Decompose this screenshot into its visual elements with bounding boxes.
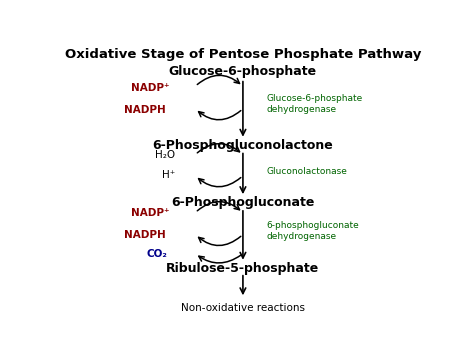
Text: NADPH: NADPH	[124, 105, 166, 115]
Text: H⁺: H⁺	[162, 170, 175, 180]
Text: H₂O: H₂O	[155, 150, 175, 160]
Text: NADP⁺: NADP⁺	[131, 83, 169, 93]
Text: Glucose-6-phosphate
dehydrogenase: Glucose-6-phosphate dehydrogenase	[267, 94, 363, 114]
Text: NADPH: NADPH	[124, 230, 166, 240]
Text: Glucose-6-phosphate: Glucose-6-phosphate	[169, 65, 317, 78]
Text: 6-phosphogluconate
dehydrogenase: 6-phosphogluconate dehydrogenase	[267, 221, 360, 241]
Text: 6-Phosphogluconolactone: 6-Phosphogluconolactone	[153, 138, 333, 152]
Text: 6-Phosphogluconate: 6-Phosphogluconate	[171, 196, 315, 209]
Text: CO₂: CO₂	[147, 250, 168, 260]
Text: Oxidative Stage of Pentose Phosphate Pathway: Oxidative Stage of Pentose Phosphate Pat…	[65, 48, 421, 61]
Text: Gluconolactonase: Gluconolactonase	[267, 166, 347, 176]
Text: Non-oxidative reactions: Non-oxidative reactions	[181, 303, 305, 313]
Text: NADP⁺: NADP⁺	[131, 208, 169, 218]
Text: Ribulose-5-phosphate: Ribulose-5-phosphate	[166, 262, 319, 275]
